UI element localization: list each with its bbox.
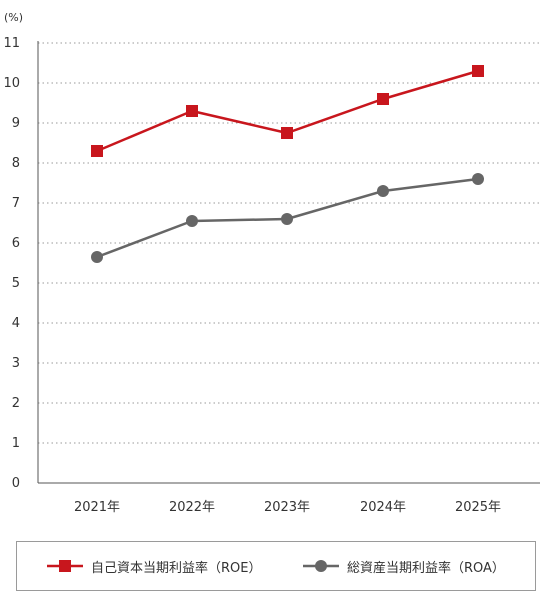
circle-marker-icon <box>303 560 339 572</box>
legend-item-roe: 自己資本当期利益率（ROE） <box>47 542 261 590</box>
roa-data-point <box>472 173 484 185</box>
y-tick-label: 11 <box>3 36 20 51</box>
roa-data-point <box>186 215 198 227</box>
roa-data-point <box>377 185 389 197</box>
y-tick-label: 7 <box>12 196 20 211</box>
legend: 自己資本当期利益率（ROE） 総資産当期利益率（ROA） <box>16 541 536 591</box>
y-tick-label: 2 <box>12 396 20 411</box>
roe-data-point <box>472 65 484 77</box>
y-tick-label: 9 <box>12 116 20 131</box>
axes <box>37 41 540 484</box>
x-tick-label: 2022年 <box>169 500 215 515</box>
x-tick-label: 2021年 <box>74 500 120 515</box>
legend-label-roe: 自己資本当期利益率（ROE） <box>91 560 262 576</box>
series-lines <box>91 65 484 263</box>
roa-data-point <box>281 213 293 225</box>
y-tick-label: 0 <box>12 476 20 491</box>
y-tick-label: 5 <box>12 276 20 291</box>
y-tick-labels: 0 1 2 3 4 5 6 7 8 9 10 11 <box>3 36 20 491</box>
roe-data-point <box>281 127 293 139</box>
x-tick-labels: 2021年 2022年 2023年 2024年 2025年 <box>74 500 501 515</box>
roe-data-point <box>91 145 103 157</box>
y-tick-label: 10 <box>3 76 20 91</box>
roe-data-point <box>186 105 198 117</box>
roa-data-point <box>91 251 103 263</box>
legend-label-roa: 総資産当期利益率（ROA） <box>347 560 505 576</box>
y-tick-label: 8 <box>12 156 20 171</box>
x-tick-label: 2025年 <box>455 500 501 515</box>
y-tick-label: 6 <box>12 236 20 251</box>
y-tick-label: 3 <box>12 356 20 371</box>
y-tick-label: 1 <box>12 436 20 451</box>
roe-data-point <box>377 93 389 105</box>
y-tick-label: 4 <box>12 316 20 331</box>
square-marker-icon <box>47 560 83 572</box>
legend-item-roa: 総資産当期利益率（ROA） <box>303 542 505 590</box>
x-tick-label: 2023年 <box>264 500 310 515</box>
grid-lines <box>38 42 540 444</box>
y-unit-label: (%) <box>4 11 23 24</box>
x-tick-label: 2024年 <box>360 500 406 515</box>
